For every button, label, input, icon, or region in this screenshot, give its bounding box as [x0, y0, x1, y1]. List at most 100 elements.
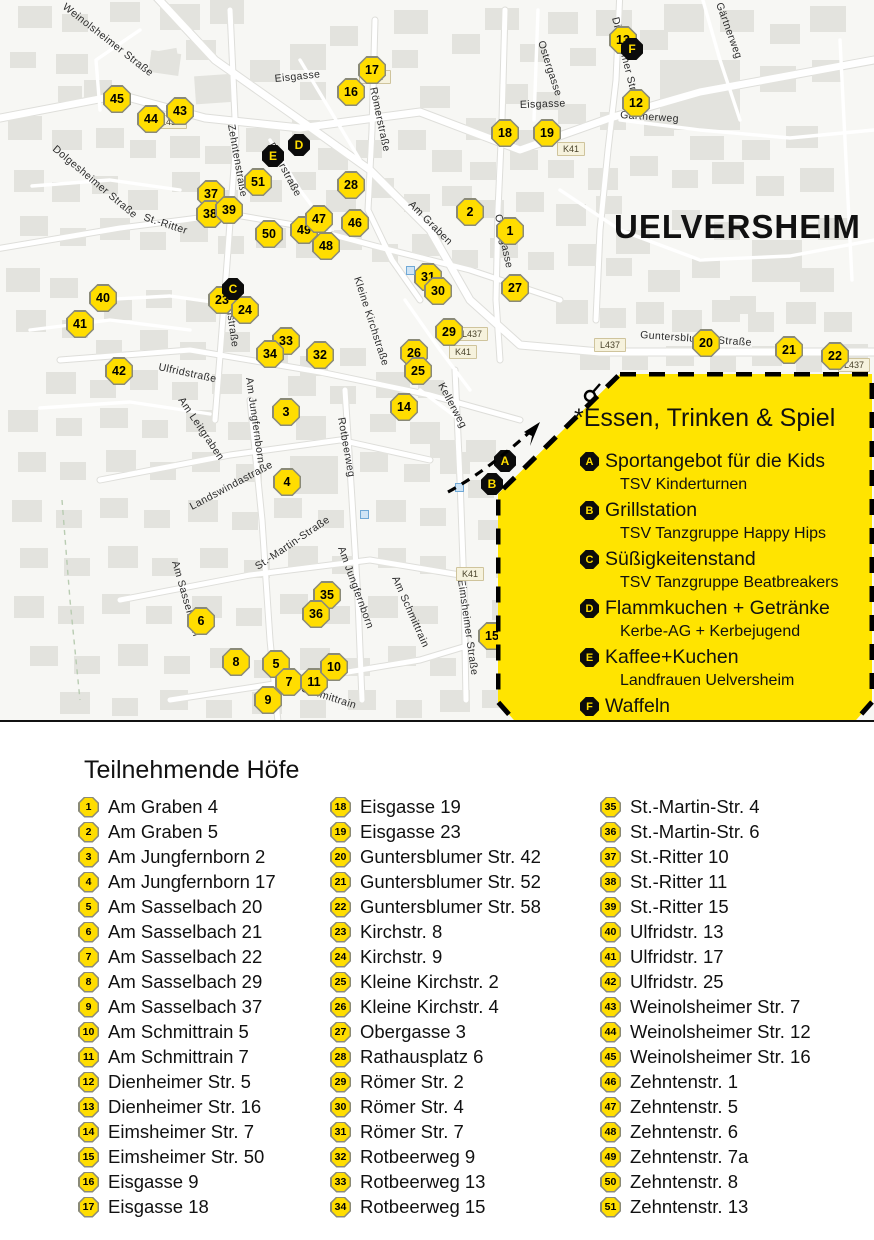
list-item[interactable]: 15 Eimsheimer Str. 50: [78, 1146, 276, 1171]
map-marker-36[interactable]: 36: [302, 600, 330, 628]
list-item[interactable]: 25 Kleine Kirchstr. 2: [330, 971, 541, 996]
map-letter-marker-F[interactable]: F: [621, 38, 643, 60]
list-item[interactable]: 4 Am Jungfernborn 17: [78, 871, 276, 896]
list-item[interactable]: 45 Weinolsheimer Str. 16: [600, 1046, 811, 1071]
list-item[interactable]: 50 Zehntenstr. 8: [600, 1171, 811, 1196]
list-item[interactable]: 27 Obergasse 3: [330, 1021, 541, 1046]
list-item[interactable]: 21 Guntersblumer Str. 52: [330, 871, 541, 896]
map-marker-41[interactable]: 41: [66, 310, 94, 338]
list-item[interactable]: 40 Ulfridstr. 13: [600, 921, 811, 946]
list-item[interactable]: 29 Römer Str. 2: [330, 1071, 541, 1096]
list-item[interactable]: 1 Am Graben 4: [78, 796, 276, 821]
map-marker-43[interactable]: 43: [166, 97, 194, 125]
list-item[interactable]: 22 Guntersblumer Str. 58: [330, 896, 541, 921]
map-marker-32[interactable]: 32: [306, 341, 334, 369]
list-item[interactable]: 43 Weinolsheimer Str. 7: [600, 996, 811, 1021]
list-item[interactable]: 38 St.-Ritter 11: [600, 871, 811, 896]
list-item[interactable]: 20 Guntersblumer Str. 42: [330, 846, 541, 871]
list-item[interactable]: 36 St.-Martin-Str. 6: [600, 821, 811, 846]
list-item[interactable]: 23 Kirchstr. 8: [330, 921, 541, 946]
list-item[interactable]: 42 Ulfridstr. 25: [600, 971, 811, 996]
map-marker-12[interactable]: 12: [622, 89, 650, 117]
map-marker-1[interactable]: 1: [496, 217, 524, 245]
map-marker-19[interactable]: 19: [533, 119, 561, 147]
map-marker-39[interactable]: 39: [215, 196, 243, 224]
map-letter-marker-C[interactable]: C: [222, 278, 244, 300]
map-marker-30[interactable]: 30: [424, 277, 452, 305]
list-item[interactable]: 7 Am Sasselbach 22: [78, 946, 276, 971]
map-letter-marker-E[interactable]: E: [262, 145, 284, 167]
map-letter-marker-D[interactable]: D: [288, 134, 310, 156]
list-item[interactable]: 35 St.-Martin-Str. 4: [600, 796, 811, 821]
map-marker-34[interactable]: 34: [256, 340, 284, 368]
map-marker-10[interactable]: 10: [320, 653, 348, 681]
list-item[interactable]: 2 Am Graben 5: [78, 821, 276, 846]
map-letter-marker-A[interactable]: A: [494, 450, 516, 472]
map-marker-40[interactable]: 40: [89, 284, 117, 312]
map-marker-14[interactable]: 14: [390, 393, 418, 421]
list-item[interactable]: 32 Rotbeerweg 9: [330, 1146, 541, 1171]
list-item[interactable]: 30 Römer Str. 4: [330, 1096, 541, 1121]
map-marker-20[interactable]: 20: [692, 329, 720, 357]
map-marker-21[interactable]: 21: [775, 336, 803, 364]
list-item[interactable]: 12 Dienheimer Str. 5: [78, 1071, 276, 1096]
map-marker-9[interactable]: 9: [254, 686, 282, 714]
map-letter-marker-B[interactable]: B: [481, 473, 503, 495]
map-marker-24[interactable]: 24: [231, 296, 259, 324]
list-item[interactable]: 9 Am Sasselbach 37: [78, 996, 276, 1021]
list-item[interactable]: 3 Am Jungfernborn 2: [78, 846, 276, 871]
map-marker-18[interactable]: 18: [491, 119, 519, 147]
map-marker-29[interactable]: 29: [435, 318, 463, 346]
list-item[interactable]: 46 Zehntenstr. 1: [600, 1071, 811, 1096]
list-item[interactable]: 37 St.-Ritter 10: [600, 846, 811, 871]
list-item[interactable]: 24 Kirchstr. 9: [330, 946, 541, 971]
map-marker-42[interactable]: 42: [105, 357, 133, 385]
map-marker-22[interactable]: 22: [821, 342, 849, 370]
list-item[interactable]: 33 Rotbeerweg 13: [330, 1171, 541, 1196]
list-item[interactable]: 44 Weinolsheimer Str. 12: [600, 1021, 811, 1046]
list-item[interactable]: 49 Zehntenstr. 7a: [600, 1146, 811, 1171]
list-item[interactable]: 8 Am Sasselbach 29: [78, 971, 276, 996]
map-marker-25[interactable]: 25: [404, 357, 432, 385]
list-item[interactable]: 26 Kleine Kirchstr. 4: [330, 996, 541, 1021]
list-item[interactable]: 31 Römer Str. 7: [330, 1121, 541, 1146]
map-marker-4[interactable]: 4: [273, 468, 301, 496]
list-item[interactable]: 28 Rathausplatz 6: [330, 1046, 541, 1071]
list-item[interactable]: 51 Zehntenstr. 13: [600, 1196, 811, 1221]
list-item[interactable]: 34 Rotbeerweg 15: [330, 1196, 541, 1221]
map-marker-3[interactable]: 3: [272, 398, 300, 426]
map-marker-7[interactable]: 7: [275, 668, 303, 696]
list-item[interactable]: 19 Eisgasse 23: [330, 821, 541, 846]
map-marker-6[interactable]: 6: [187, 607, 215, 635]
list-item[interactable]: 48 Zehntenstr. 6: [600, 1121, 811, 1146]
marker-number: 42: [106, 358, 132, 384]
map-marker-28[interactable]: 28: [337, 171, 365, 199]
map-marker-16[interactable]: 16: [337, 78, 365, 106]
list-item[interactable]: 16 Eisgasse 9: [78, 1171, 276, 1196]
list-item[interactable]: 11 Am Schmittrain 7: [78, 1046, 276, 1071]
map-marker-8[interactable]: 8: [222, 648, 250, 676]
list-item[interactable]: 13 Dienheimer Str. 16: [78, 1096, 276, 1121]
list-item[interactable]: 47 Zehntenstr. 5: [600, 1096, 811, 1121]
map-marker-46[interactable]: 46: [341, 209, 369, 237]
legend-panel[interactable]: *Essen, Trinken & Spiel A Sportangebot fü…: [496, 372, 874, 720]
list-item[interactable]: 14 Eimsheimer Str. 7: [78, 1121, 276, 1146]
list-item[interactable]: 17 Eisgasse 18: [78, 1196, 276, 1221]
map-panel[interactable]: Weinolsheimer Straße Dolgesheimer Straße S…: [0, 0, 874, 722]
list-item[interactable]: 18 Eisgasse 19: [330, 796, 541, 821]
map-marker-2[interactable]: 2: [456, 198, 484, 226]
map-marker-17[interactable]: 17: [358, 56, 386, 84]
list-item[interactable]: 6 Am Sasselbach 21: [78, 921, 276, 946]
map-marker-27[interactable]: 27: [501, 274, 529, 302]
list-item-label: Zehntenstr. 7a: [630, 1146, 749, 1167]
map-marker-44[interactable]: 44: [137, 105, 165, 133]
map-marker-45[interactable]: 45: [103, 85, 131, 113]
map-marker-51[interactable]: 51: [244, 168, 272, 196]
list-item[interactable]: 39 St.-Ritter 15: [600, 896, 811, 921]
map-marker-47[interactable]: 47: [305, 205, 333, 233]
map-marker-50[interactable]: 50: [255, 220, 283, 248]
map-marker-48[interactable]: 48: [312, 232, 340, 260]
list-item[interactable]: 41 Ulfridstr. 17: [600, 946, 811, 971]
list-item[interactable]: 5 Am Sasselbach 20: [78, 896, 276, 921]
list-item[interactable]: 10 Am Schmittrain 5: [78, 1021, 276, 1046]
